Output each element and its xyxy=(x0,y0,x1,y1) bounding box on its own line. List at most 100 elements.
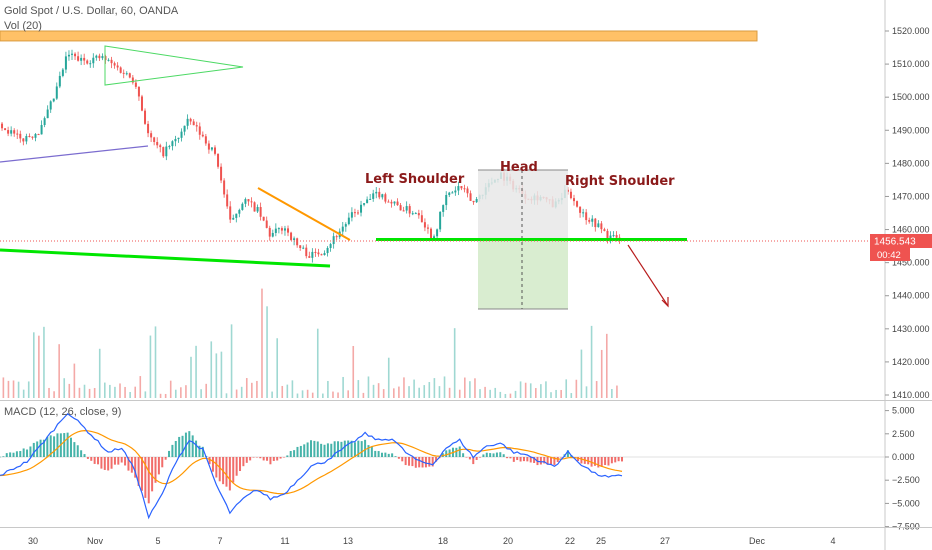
volume-bar xyxy=(200,389,202,398)
candle-body xyxy=(28,136,31,138)
macd-histogram-bar xyxy=(465,457,468,458)
macd-histogram-bar xyxy=(103,457,106,470)
macd-histogram-bar xyxy=(374,450,377,457)
volume-bar xyxy=(433,378,436,398)
macd-histogram-bar xyxy=(458,446,461,457)
volume-bar xyxy=(504,393,507,398)
macd-histogram-bar xyxy=(225,457,228,487)
macd-histogram-bar xyxy=(577,457,580,461)
candle-body xyxy=(402,210,405,212)
candle-body xyxy=(150,133,153,138)
macd-histogram-bar xyxy=(360,441,363,457)
macd-histogram-bar xyxy=(120,457,123,463)
volume-bar xyxy=(590,325,593,398)
macd-signal-line xyxy=(0,429,623,495)
candle-body xyxy=(162,147,165,157)
volume-bar xyxy=(73,363,76,398)
candle-body xyxy=(417,213,420,216)
candle-body xyxy=(174,139,177,142)
macd-histogram-bar xyxy=(387,453,390,457)
time-tick-label: 11 xyxy=(280,536,289,546)
macd-histogram-bar xyxy=(337,441,340,457)
candle-body xyxy=(347,217,350,225)
volume-bar xyxy=(580,349,583,398)
price-tick-label: 1520.000 xyxy=(892,26,930,36)
volume-bar xyxy=(311,392,314,398)
candle-body xyxy=(195,125,198,127)
macd-histogram-bar xyxy=(323,444,326,457)
macd-histogram-bar xyxy=(80,450,83,457)
candle-body xyxy=(52,98,55,102)
candle-body xyxy=(579,206,582,213)
left-shoulder-label: Left Shoulder xyxy=(365,172,465,187)
candle-body xyxy=(71,53,74,55)
drawings-layer xyxy=(0,30,885,310)
candle-body xyxy=(454,190,457,193)
macd-histogram-bar xyxy=(604,457,607,466)
candle-body xyxy=(265,220,268,228)
macd-histogram-bar xyxy=(380,452,383,457)
candle-body xyxy=(463,188,466,190)
macd-pane[interactable] xyxy=(0,413,885,520)
price-tick-label: 1480.000 xyxy=(892,158,930,168)
candle-body xyxy=(250,201,253,203)
macd-histogram-bar xyxy=(252,457,255,458)
volume-bar xyxy=(306,389,309,398)
volume-bar xyxy=(550,392,552,398)
volume-pane xyxy=(2,288,618,398)
candle-body xyxy=(296,238,299,246)
volume-bar xyxy=(377,383,380,398)
candle-body xyxy=(280,228,283,231)
macd-histogram-bar xyxy=(303,444,306,457)
time-axis[interactable]: 30 Nov 5 7 11 13 18 20 22 25 27 Dec 4 xyxy=(0,527,932,547)
volume-bar xyxy=(190,356,192,398)
macd-histogram-bar xyxy=(468,457,471,460)
macd-histogram-bar xyxy=(137,457,140,486)
macd-histogram-bar xyxy=(282,457,285,458)
volume-bar xyxy=(174,389,177,398)
volume-bar xyxy=(149,335,152,398)
macd-histogram-bar xyxy=(607,457,610,466)
macd-histogram-bar xyxy=(272,457,275,461)
volume-bar xyxy=(413,379,415,398)
candle-body xyxy=(423,222,426,228)
candle-body xyxy=(192,121,195,126)
macd-histogram-bar xyxy=(113,457,116,465)
candle-body xyxy=(107,59,110,61)
candle-body xyxy=(451,192,454,194)
candle-body xyxy=(40,125,43,135)
candle-body xyxy=(110,59,113,64)
macd-histogram-bar xyxy=(124,457,127,466)
volume-bar xyxy=(372,384,375,398)
candle-body xyxy=(64,56,67,70)
candle-body xyxy=(244,199,247,204)
macd-histogram-bar xyxy=(347,440,350,457)
volume-bar xyxy=(418,387,420,398)
time-tick-label: 30 xyxy=(28,536,38,546)
macd-histogram-bar xyxy=(245,457,248,463)
volume-bar xyxy=(134,386,137,398)
volume-bar xyxy=(560,389,562,398)
candle-body xyxy=(201,134,204,137)
macd-line xyxy=(0,413,623,520)
candle-body xyxy=(128,73,131,78)
macd-histogram-bar xyxy=(519,457,522,462)
candle-body xyxy=(399,205,402,211)
candle-body xyxy=(204,136,207,144)
time-tick-label: Nov xyxy=(87,536,104,546)
candle-body xyxy=(314,251,317,253)
candle-body xyxy=(156,141,159,146)
macd-histogram-bar xyxy=(147,457,150,504)
volume-bar xyxy=(225,393,228,398)
volume-bar xyxy=(185,385,187,398)
candle-body xyxy=(19,133,22,139)
macd-histogram-bar xyxy=(5,453,8,457)
volume-bar xyxy=(382,389,385,398)
macd-histogram-bar xyxy=(208,457,211,465)
candle-body xyxy=(74,53,77,57)
price-tick-label: 1410.000 xyxy=(892,390,930,400)
candle-body xyxy=(147,123,150,134)
candle-body xyxy=(576,201,579,207)
